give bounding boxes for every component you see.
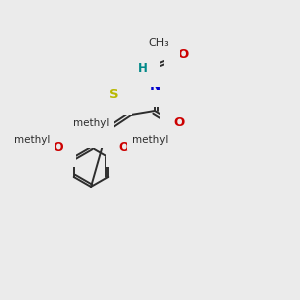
Text: methyl: methyl [73,118,109,128]
Text: S: S [109,88,119,101]
Text: O: O [118,142,129,154]
Text: methyl: methyl [14,135,50,145]
Text: methyl: methyl [132,135,168,145]
Text: O: O [177,49,189,62]
Text: O: O [86,122,96,136]
Text: CH₃: CH₃ [148,38,170,48]
Text: O: O [173,116,184,130]
Text: N: N [149,80,161,94]
Text: H: H [138,62,148,76]
Text: H: H [78,112,88,125]
Text: O: O [53,142,63,154]
